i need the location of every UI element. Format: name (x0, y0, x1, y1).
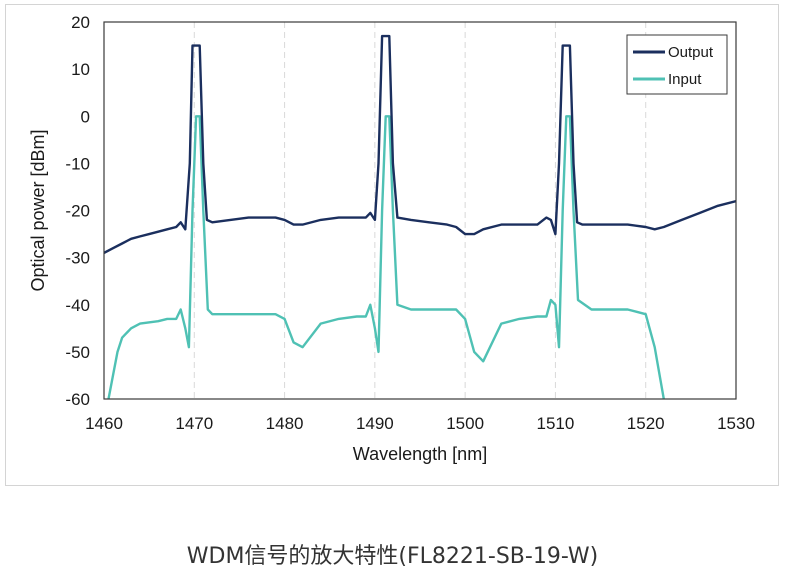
y-tick-label-0: 0 (81, 107, 90, 126)
y-tick-label--20: -20 (65, 202, 90, 221)
y-tick-label--10: -10 (65, 154, 90, 173)
figure-caption: WDM信号的放大特性(FL8221-SB-19-W) (186, 544, 599, 569)
plot-area-border (103, 21, 737, 400)
x-tick-label-1490: 1490 (356, 414, 394, 433)
x-axis-title: Wavelength [nm] (353, 444, 487, 464)
x-tick-label-1470: 1470 (175, 414, 213, 433)
y-tick-label--50: -50 (65, 343, 90, 362)
y-tick-label--60: -60 (65, 390, 90, 409)
legend-label-output: Output (668, 44, 714, 61)
y-tick-label-10: 10 (71, 60, 90, 79)
x-tick-labels: 1460 1470 1480 1490 1500 1510 1520 1530 (85, 414, 755, 433)
x-tick-label-1460: 1460 (85, 414, 123, 433)
series-line-input (107, 115, 665, 399)
x-tick-label-1500: 1500 (446, 414, 484, 433)
x-tick-label-1520: 1520 (627, 414, 665, 433)
series-line-output (104, 34, 736, 255)
legend: Output Input (626, 34, 728, 95)
x-tick-label-1530: 1530 (717, 414, 755, 433)
legend-box (626, 34, 728, 95)
y-tick-label-20: 20 (71, 13, 90, 32)
y-axis-title: Optical power [dBm] (28, 129, 48, 291)
legend-label-input: Input (668, 71, 702, 88)
y-tick-label--40: -40 (65, 296, 90, 315)
x-tick-label-1480: 1480 (266, 414, 304, 433)
y-tick-label--30: -30 (65, 249, 90, 268)
grid-lines (193, 22, 647, 399)
y-tick-labels: 20 10 0 -10 -20 -30 -40 -50 -60 (65, 13, 90, 409)
x-tick-label-1510: 1510 (537, 414, 575, 433)
wdm-amplification-chart: 1460 1470 1480 1490 1500 1510 1520 1530 20 10 0 -1… (28, 13, 755, 464)
series-lines (104, 34, 736, 399)
